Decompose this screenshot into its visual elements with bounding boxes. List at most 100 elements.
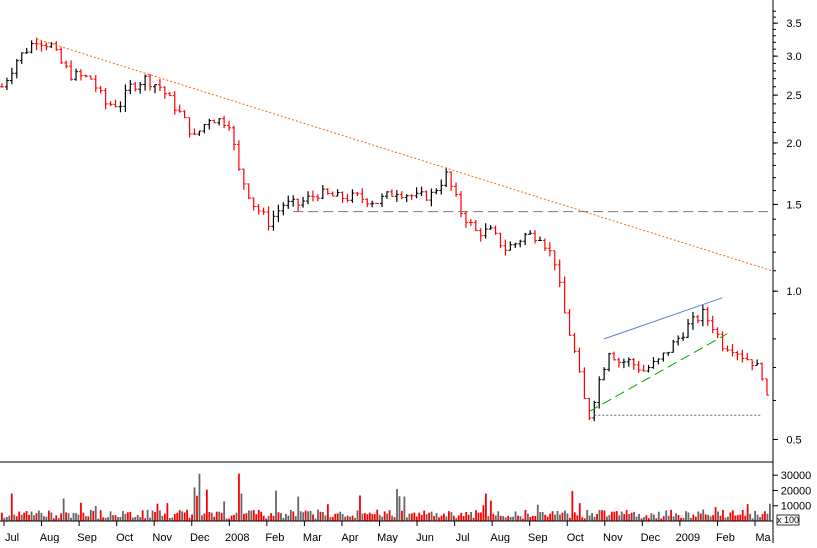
volume-bar <box>208 511 211 521</box>
volume-bar <box>593 516 596 521</box>
volume-bar <box>191 514 193 521</box>
volume-bar <box>401 510 403 521</box>
volume-bar <box>764 511 766 521</box>
volume-bar <box>497 511 500 521</box>
volume-bar <box>1 512 3 521</box>
volume-bar <box>746 504 749 521</box>
volume-bar <box>220 512 223 521</box>
volume-bar <box>42 516 45 521</box>
volume-bar <box>383 511 386 521</box>
volume-bar <box>201 515 203 521</box>
volume-bar <box>573 512 576 521</box>
volume-bar <box>334 513 337 521</box>
volume-bar <box>280 513 282 521</box>
volume-bar <box>361 513 364 521</box>
volume-bar <box>655 518 658 521</box>
price-tick-label: 1.0 <box>786 286 801 298</box>
volume-bar <box>233 514 235 521</box>
volume-bar <box>618 515 621 521</box>
volume-bar <box>712 515 715 521</box>
volume-bar <box>205 489 208 521</box>
price-tick-label: 3.0 <box>786 51 801 63</box>
volume-bar <box>378 514 381 521</box>
volume-bar <box>465 511 468 521</box>
volume-bar <box>485 493 487 521</box>
volume-bar <box>326 504 329 521</box>
volume-bar <box>722 509 724 521</box>
volume-bar <box>72 512 75 521</box>
volume-bar <box>131 517 134 521</box>
volume-bar <box>52 518 55 521</box>
volume-bar <box>403 496 406 521</box>
volume-bar <box>109 511 112 521</box>
volume-bar <box>13 514 16 521</box>
volume-bar <box>173 514 176 521</box>
volume-bar <box>112 515 114 521</box>
trend-lines <box>36 38 773 416</box>
volume-bar <box>541 512 544 521</box>
volume-bar <box>45 516 48 521</box>
volume-bar <box>559 514 561 521</box>
volume-bar <box>727 516 729 521</box>
volume-bar <box>704 514 707 521</box>
volume-bar <box>312 514 314 521</box>
volume-bar <box>265 518 268 521</box>
volume-bar <box>215 511 218 521</box>
volume-bar <box>588 515 591 521</box>
volume-bar <box>161 515 164 521</box>
volume-bar <box>504 517 507 521</box>
volume-bar <box>87 516 90 521</box>
volume-bar <box>376 509 379 521</box>
x-tick-label: Dec <box>641 532 661 543</box>
volume-bar <box>62 498 65 521</box>
volume-bar <box>435 513 438 521</box>
volume-bar <box>20 514 23 521</box>
volume-bar <box>596 514 598 521</box>
volume-bar <box>70 517 72 521</box>
volume-bar <box>665 510 668 521</box>
x-tick-label: Apr <box>341 532 358 543</box>
volume-bar <box>188 517 191 521</box>
volume-bar <box>356 510 359 521</box>
volume-bar <box>230 515 233 521</box>
volume-bar <box>23 512 26 521</box>
volume-bar <box>517 515 519 521</box>
volume-bar <box>186 509 189 521</box>
volume-bar <box>210 512 213 521</box>
volume-bar <box>247 510 250 521</box>
volume-bar <box>277 512 280 521</box>
volume-bar <box>420 514 423 521</box>
volume-bar <box>630 512 633 521</box>
volume-bar <box>243 513 245 521</box>
volume-bar <box>689 518 692 521</box>
volume-bar <box>766 513 769 521</box>
volume-bar <box>408 513 411 521</box>
volume-bar <box>687 512 690 521</box>
volume-bar <box>741 509 744 521</box>
volume-bar <box>512 516 514 521</box>
volume-bar <box>60 513 63 521</box>
x-tick-label: Sep <box>77 532 97 543</box>
volume-bar <box>769 503 771 521</box>
volume-bar <box>729 512 732 521</box>
volume-bar <box>544 514 547 521</box>
volume-bar <box>603 510 606 521</box>
volume-bar <box>38 510 40 521</box>
volume-bar <box>522 518 524 521</box>
volume-bar <box>136 514 139 521</box>
volume-bar <box>610 511 613 521</box>
volume-bar <box>289 509 292 521</box>
volume-bar <box>181 511 184 521</box>
volume-bar <box>452 515 455 521</box>
volume-bar <box>467 514 470 521</box>
volume-bar <box>719 515 722 521</box>
volume-bar <box>149 517 151 521</box>
volume-bar <box>650 513 653 521</box>
volume-bar <box>364 513 366 521</box>
volume-bar <box>482 505 485 521</box>
volume-bar <box>75 513 77 521</box>
volume-unit-label: x 100 <box>777 515 799 525</box>
x-tick-label: Jul <box>456 532 470 543</box>
